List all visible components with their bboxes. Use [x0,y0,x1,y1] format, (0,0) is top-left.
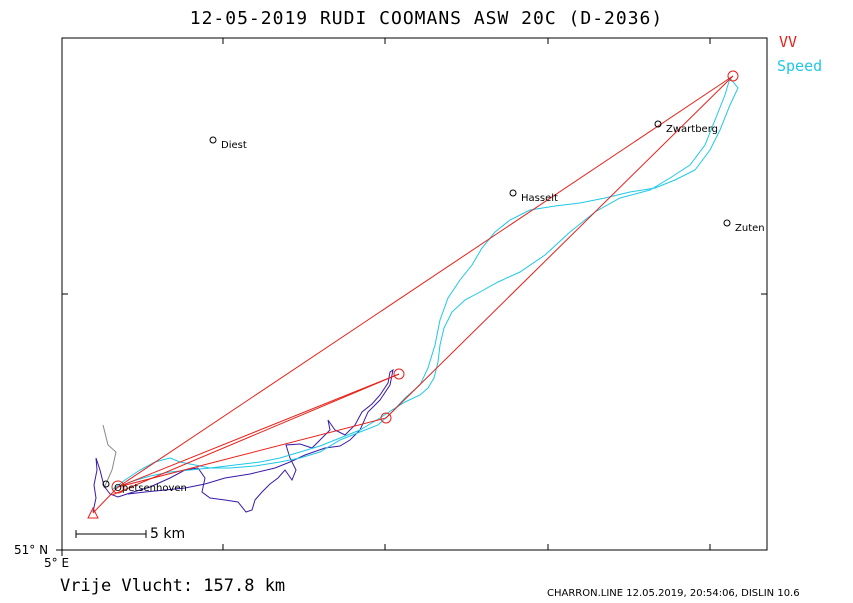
turnpoint-markers [87,70,739,519]
place-label-hasselt: Hasselt [521,193,558,204]
place-label-zuten: Zuten [735,223,765,234]
legend-vv: VV [779,33,798,51]
longitude-label: 5° E [44,556,70,570]
map-frame [61,37,768,551]
footer-credit: CHARRON.LINE 12.05.2019, 20:54:06, DISLI… [547,588,800,599]
latitude-label: 51° N [14,543,49,557]
task-lines [92,75,734,514]
place-label-diest: Diest [221,140,247,151]
axis-ticks [56,38,767,556]
distance-summary: Vrije Vlucht: 157.8 km [60,576,286,596]
scale-label: 5 km [150,526,186,542]
place-label-zwartberg: Zwartberg [666,124,718,135]
track-climb [92,368,394,513]
legend-speed: Speed [777,57,823,75]
track-grey [102,424,117,489]
place-markers [102,120,731,488]
place-label-opetsenhoven: Opetsenhoven [114,483,187,494]
page-title: 12-05-2019 RUDI COOMANS ASW 20C (D-2036) [189,8,664,29]
scale-bar [75,530,147,538]
